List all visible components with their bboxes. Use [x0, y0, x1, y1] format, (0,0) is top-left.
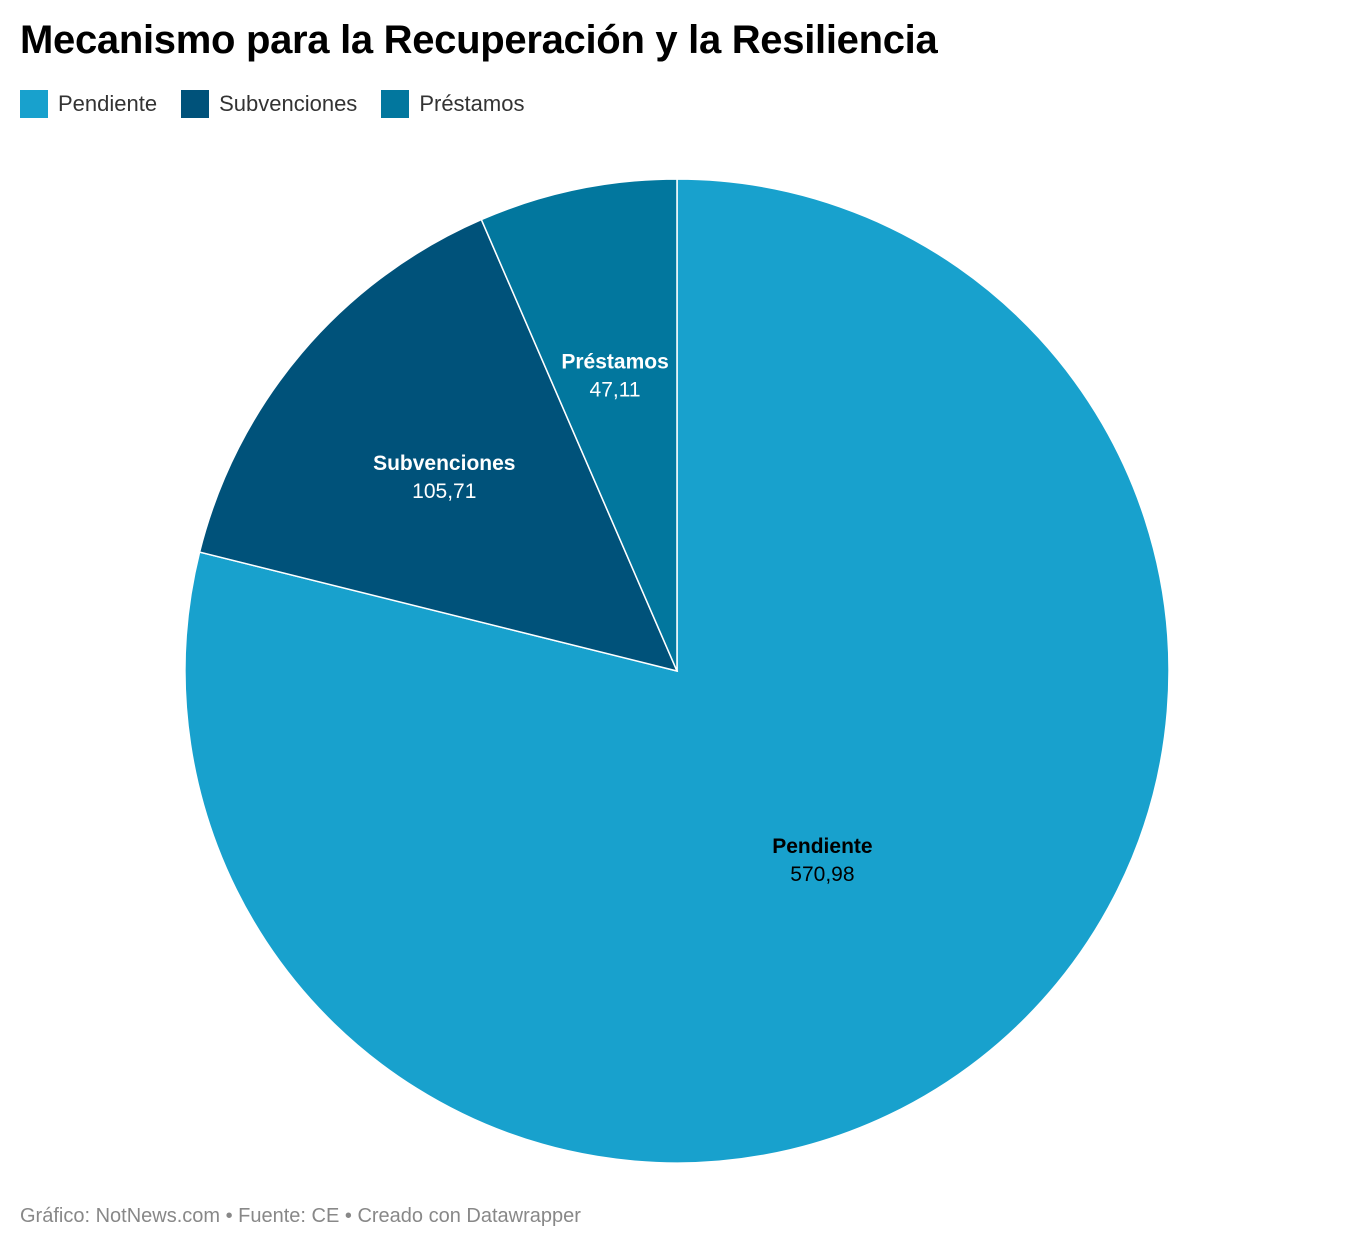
chart-title: Mecanismo para la Recuperación y la Resi… — [20, 18, 938, 62]
legend-swatch-pendiente — [20, 90, 48, 118]
chart-legend: Pendiente Subvenciones Préstamos — [20, 90, 548, 118]
legend-label-pendiente: Pendiente — [58, 91, 158, 116]
slice-label-subvenciones: Subvenciones — [373, 452, 515, 475]
slice-label-prestamos: Préstamos — [561, 350, 668, 373]
slice-value-pendiente: 570,98 — [790, 863, 854, 886]
legend-item-pendiente: Pendiente — [20, 90, 157, 118]
legend-swatch-prestamos — [381, 90, 410, 118]
slice-value-subvenciones: 105,71 — [412, 480, 476, 503]
slice-value-prestamos: 47,11 — [590, 378, 641, 401]
pie-slice-prestamos — [480, 178, 678, 672]
legend-label-subvenciones: Subvenciones — [219, 91, 358, 116]
slice-label-pendiente: Pendiente — [772, 835, 872, 858]
chart-footer: Gráfico: NotNews.com • Fuente: CE • Crea… — [20, 1205, 581, 1227]
legend-label-prestamos: Préstamos — [419, 91, 525, 116]
legend-swatch-subvenciones — [181, 90, 210, 118]
legend-item-prestamos: Préstamos — [381, 90, 524, 118]
pie-slice-subvenciones — [198, 218, 679, 673]
legend-item-subvenciones: Subvenciones — [181, 90, 357, 118]
